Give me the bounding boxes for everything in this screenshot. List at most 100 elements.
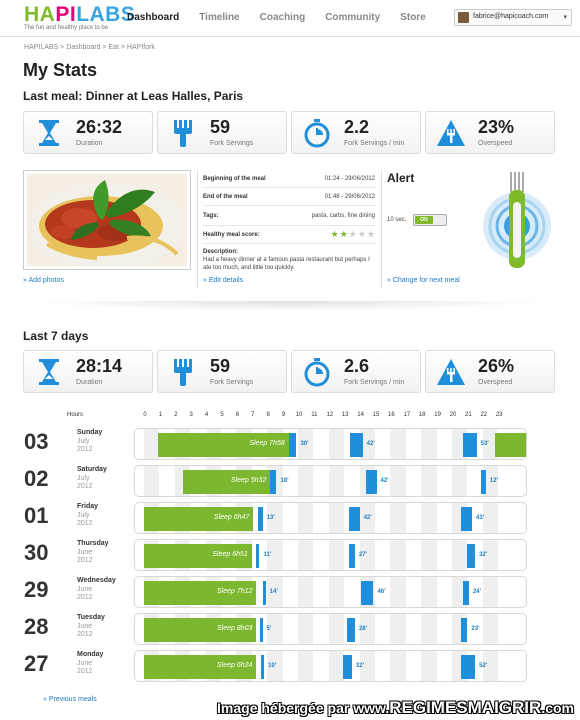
meal-bar[interactable] [361, 581, 374, 605]
meal-bar[interactable] [348, 544, 355, 568]
meal-duration-label: 32' [479, 552, 488, 558]
nav-dashboard[interactable]: Dashboard [127, 12, 180, 23]
hour-band [267, 540, 283, 570]
stat-label: Fork Servings / min [344, 140, 405, 147]
meal-bar[interactable] [481, 470, 486, 494]
hapilabs-logo[interactable]: HAPILABS [24, 4, 135, 25]
warning-fork-icon [436, 118, 466, 148]
watermark-pre: Image hébergée par www. [217, 700, 390, 716]
stat-card-duration: 26:32 Duration [23, 111, 153, 154]
year: 2012 [77, 483, 93, 490]
hour-band [267, 651, 283, 681]
meal-bar[interactable] [462, 433, 477, 457]
meal-details: Beginning of the meal 01:24 - 29/06/2012 … [203, 170, 375, 272]
meal-bar[interactable] [259, 618, 263, 642]
day-track[interactable]: Sleep 5h32 18' 42' 12' [134, 465, 527, 497]
edit-details-link[interactable]: » Edit details [203, 277, 244, 284]
month: June [77, 623, 93, 630]
hour-band [482, 466, 499, 496]
day-track[interactable]: Sleep 6h51 11' 27' 32' [134, 539, 527, 571]
meal-bar[interactable] [257, 507, 263, 531]
user-email: fabrice@hapicoach.com [473, 13, 549, 20]
day-track[interactable]: Sleep 7h12 14' 46' 24' [134, 576, 527, 608]
alert-toggle[interactable]: ON [413, 214, 447, 226]
star-filled-icon[interactable]: ★ [330, 229, 339, 239]
weekday: Saturday [77, 466, 107, 473]
nav-community[interactable]: Community [325, 12, 381, 23]
nav-store[interactable]: Store [400, 12, 426, 23]
timeline-row: 03 Sunday July 2012 Sleep 7h58 30' 42' 53' [23, 426, 555, 461]
sleep-bar[interactable]: Sleep 6h51 [144, 544, 252, 568]
meal-bar[interactable] [350, 433, 363, 457]
meal-bar[interactable] [262, 581, 266, 605]
nav-timeline[interactable]: Timeline [199, 12, 240, 23]
hour-band [328, 466, 345, 496]
hour-band [328, 503, 345, 533]
hour-tick: 17 [403, 412, 411, 418]
watermark-brand: REGIMESMAIGRIR [389, 698, 542, 717]
meal-bar[interactable] [461, 618, 468, 642]
meal-bar[interactable] [342, 655, 352, 679]
hour-band [452, 466, 468, 496]
hour-band [421, 466, 437, 496]
sleep-bar[interactable]: Sleep 5h32 [182, 470, 271, 494]
star-empty-icon[interactable]: ★ [348, 229, 357, 239]
meal-bar[interactable] [365, 470, 377, 494]
alert-seconds: 10 sec. [387, 217, 407, 223]
meal-bar[interactable] [348, 507, 360, 531]
meal-bar[interactable] [270, 470, 277, 494]
hour-band [390, 466, 406, 496]
add-photos-link[interactable]: » Add photos [23, 277, 64, 284]
meal-duration-label: 52' [479, 663, 488, 669]
day-track[interactable]: Sleep 6h24 10' 32' 52' [134, 650, 527, 682]
hour-band [390, 429, 406, 459]
hours-label: Hours [67, 412, 84, 418]
alert-panel: Alert 10 sec. ON » Change for next meal [387, 170, 555, 288]
hour-tick: 2 [174, 412, 178, 418]
weekday: Wednesday [77, 577, 116, 584]
day-track[interactable]: Sleep 7h58 30' 42' 53' [134, 428, 527, 460]
nav-coaching[interactable]: Coaching [259, 12, 306, 23]
user-menu[interactable]: fabrice@hapicoach.com ▾ [454, 9, 572, 26]
sleep-bar[interactable]: Sleep 8h03 [144, 618, 257, 642]
month: June [77, 549, 93, 556]
change-next-meal-link[interactable]: » Change for next meal [387, 277, 460, 284]
sleep-bar[interactable]: Sleep 7h12 [144, 581, 257, 605]
day-number: 28 [24, 614, 49, 639]
stat-value: 26% [478, 356, 515, 376]
star-empty-icon[interactable]: ★ [366, 229, 375, 239]
hour-tick: 21 [465, 412, 472, 418]
year: 2012 [77, 594, 93, 601]
meal-bar[interactable] [261, 655, 265, 679]
meal-bar[interactable] [467, 544, 476, 568]
stat-value: 59 [210, 356, 231, 376]
day-track[interactable]: Sleep 8h03 5' 28' 23' [134, 613, 527, 645]
meal-duration-label: 13' [266, 515, 275, 521]
meal-bar[interactable] [256, 544, 260, 568]
stat-label: Fork Servings [210, 140, 254, 147]
meal-bar[interactable] [288, 433, 297, 457]
meal-bar[interactable] [461, 507, 472, 531]
detail-value: 01:24 - 29/06/2012 [324, 175, 375, 182]
star-empty-icon[interactable]: ★ [357, 229, 366, 239]
meal-duration-label: 23' [471, 626, 480, 632]
sleep-bar[interactable]: Sleep 6h47 [144, 507, 254, 531]
meal-bar[interactable] [461, 655, 476, 679]
star-rating[interactable]: ★ ★ ★ ★ ★ [330, 229, 375, 240]
day-number: 01 [24, 503, 49, 528]
hour-band [390, 540, 406, 570]
star-filled-icon[interactable]: ★ [339, 229, 348, 239]
year: 2012 [77, 520, 93, 527]
detail-key: Beginning of the meal [203, 175, 266, 182]
sleep-bar[interactable] [495, 433, 526, 457]
hour-tick: 18 [418, 412, 426, 418]
sleep-bar[interactable]: Sleep 6h24 [144, 655, 257, 679]
sleep-label: Sleep 5h32 [230, 477, 267, 484]
meal-bar[interactable] [462, 581, 469, 605]
previous-meals-link[interactable]: » Previous meals [43, 696, 97, 703]
meal-photo[interactable] [23, 170, 191, 270]
hour-band [298, 577, 314, 607]
day-track[interactable]: Sleep 6h47 13' 42' 43' [134, 502, 527, 534]
sleep-bar[interactable]: Sleep 7h58 [157, 433, 289, 457]
meal-bar[interactable] [347, 618, 355, 642]
